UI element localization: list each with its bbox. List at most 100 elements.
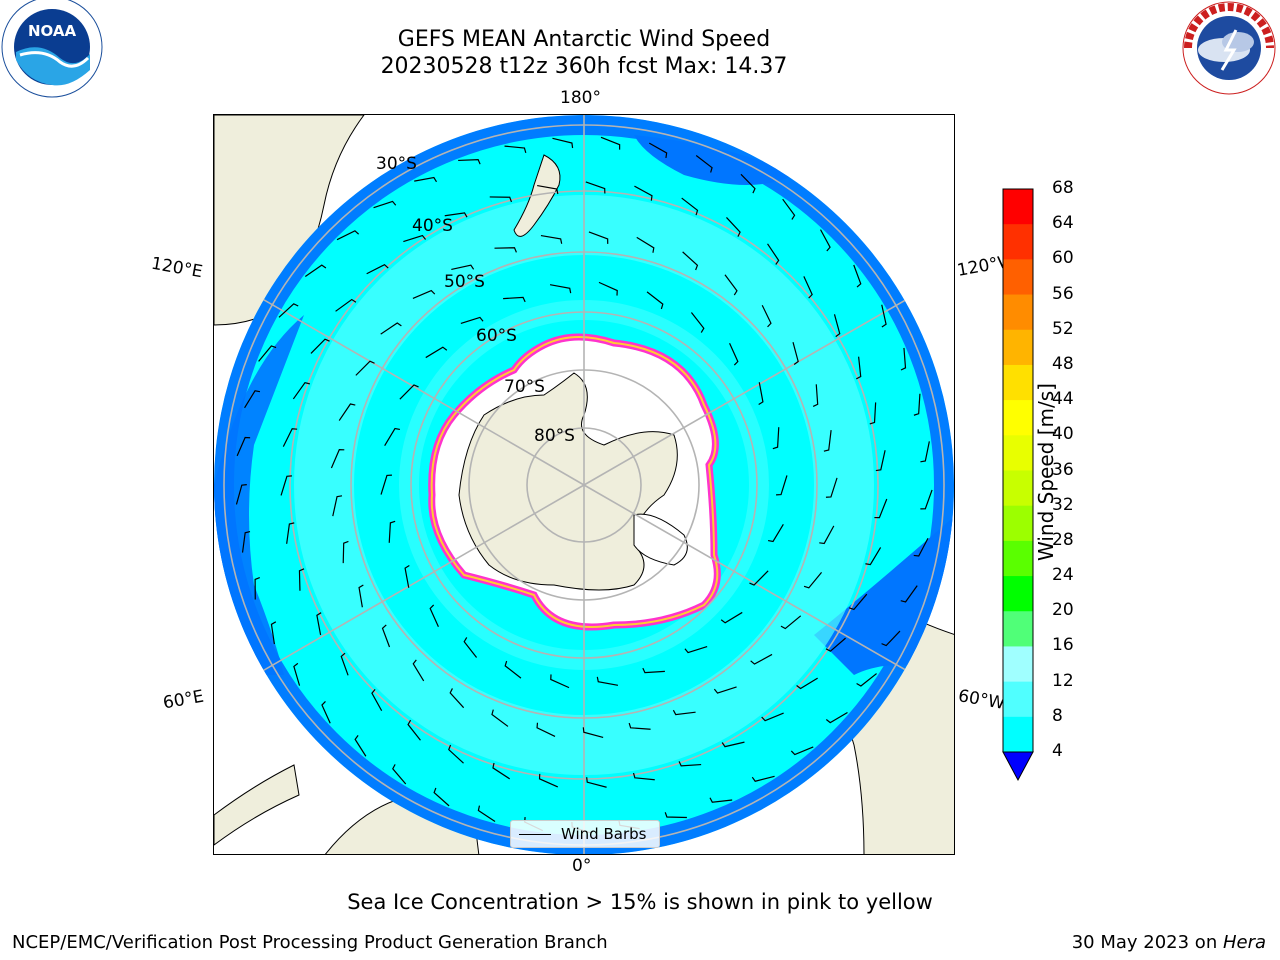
lat-label-40s: 40°S	[412, 216, 453, 236]
colorbar-tick-label: 64	[1052, 213, 1074, 234]
wind-barb	[900, 585, 918, 603]
nws-logo	[1182, 1, 1276, 95]
wind-barb	[833, 314, 841, 338]
wind-barb	[825, 711, 848, 724]
colorbar-tick-label: 52	[1052, 318, 1074, 339]
colorbar-tick-label: 12	[1052, 670, 1074, 691]
colorbar-tick-label: 48	[1052, 353, 1074, 374]
map-title: GEFS MEAN Antarctic Wind Speed	[397, 27, 771, 52]
wind-barb	[803, 276, 813, 299]
wind-barb	[856, 673, 877, 687]
wind-barb	[449, 688, 465, 709]
lat-label-80s: 80°S	[534, 426, 575, 446]
wind-barb	[463, 637, 478, 658]
colorbar	[1002, 188, 1034, 782]
wind-barb	[373, 200, 397, 209]
wind-barb	[681, 197, 699, 216]
wind-barb	[342, 540, 349, 564]
wind-barb	[600, 136, 621, 150]
wind-barb	[690, 312, 705, 333]
wind-barb	[458, 158, 481, 165]
wind-barb	[235, 484, 247, 505]
wind-barb	[412, 289, 436, 299]
colorbar-tick-label: 8	[1052, 705, 1063, 726]
noaa-logo-text: NOAA	[28, 22, 77, 40]
wind-barb	[429, 604, 439, 627]
colorbar-segment	[1003, 435, 1033, 471]
wind-barb	[340, 652, 349, 676]
wind-barb	[236, 436, 251, 457]
wind-barb	[709, 797, 733, 803]
wind-barb	[425, 346, 448, 359]
wind-barb	[634, 185, 653, 201]
colorbar-segment	[1003, 294, 1033, 331]
colorbar-segment	[1003, 540, 1033, 577]
wind-barb	[354, 734, 367, 757]
land-madagascar	[214, 764, 300, 846]
polar-map: 30°S 40°S 50°S 60°S 70°S 80°S	[214, 115, 954, 854]
colorbar-tick-label: 4	[1052, 741, 1063, 761]
wind-barb	[920, 441, 930, 463]
colorbar-segment	[1003, 576, 1033, 612]
wind-barb	[451, 264, 475, 271]
wind-barb	[825, 477, 838, 498]
colorbar-segment	[1003, 224, 1033, 260]
colorbar-tick-label: 36	[1052, 459, 1074, 480]
wind-barb	[920, 489, 933, 510]
credit-date: 30 May 2023 on	[1071, 932, 1223, 953]
wind-barb	[332, 495, 343, 517]
wind-barb	[241, 530, 251, 553]
wind-barb	[632, 772, 655, 781]
colorbar-tick-label: 32	[1052, 494, 1074, 515]
wind-barb	[586, 777, 607, 788]
map-subtitle: 20230528 t12z 360h fcst Max: 14.37	[380, 54, 788, 79]
wind-barb	[392, 764, 407, 785]
wind-barb	[678, 761, 702, 767]
wind-barb	[536, 722, 556, 738]
wind-barb	[270, 621, 277, 645]
colorbar-segment	[1003, 189, 1033, 225]
colorbar-tick-label: 56	[1052, 283, 1074, 304]
wind-barb	[796, 677, 818, 690]
wind-barb	[758, 382, 764, 406]
colorbar-segment	[1003, 716, 1033, 753]
wind-barb	[358, 584, 364, 608]
wind-barb	[388, 520, 396, 543]
land-new-zealand	[513, 154, 561, 237]
wind-barb	[646, 291, 664, 310]
wind-barb	[881, 304, 887, 328]
colorbar-tick-label: 60	[1052, 248, 1074, 269]
lon-label-180: 180°	[560, 88, 601, 108]
colorbar-segment	[1003, 646, 1033, 683]
colorbar-tick-label: 24	[1052, 565, 1074, 586]
wind-barb	[504, 145, 527, 154]
wind-barb	[664, 812, 687, 819]
wind-barb	[636, 236, 655, 253]
wind-barb	[585, 181, 606, 194]
wind-barb	[489, 196, 513, 203]
legend-line-swatch	[519, 833, 551, 835]
wind-barb	[856, 356, 862, 380]
wind-barb	[881, 630, 901, 647]
wind-barbs	[235, 136, 933, 834]
wind-barb	[772, 427, 780, 450]
wind-barb	[819, 229, 831, 252]
wind-barb	[729, 343, 739, 366]
wind-barb	[399, 384, 419, 400]
wind-barb	[803, 572, 823, 589]
wind-barb	[292, 381, 310, 400]
colorbar-segment	[1003, 505, 1033, 542]
wind-barb	[404, 564, 410, 588]
colorbar-segment	[1003, 364, 1033, 401]
wind-barb	[588, 231, 609, 244]
wind-barb	[913, 538, 929, 557]
lon-label-60w: 60°W	[956, 686, 1007, 714]
wind-barb	[414, 176, 438, 183]
wind-barb	[254, 577, 260, 600]
wind-barb	[792, 342, 799, 365]
colorbar-segment	[1003, 259, 1033, 296]
wind-barb	[761, 712, 784, 722]
wind-barb	[913, 393, 921, 416]
wind-barb	[460, 316, 484, 324]
map-panel: 30°S 40°S 50°S 60°S 70°S 80°S Wind Barbs	[213, 114, 955, 855]
